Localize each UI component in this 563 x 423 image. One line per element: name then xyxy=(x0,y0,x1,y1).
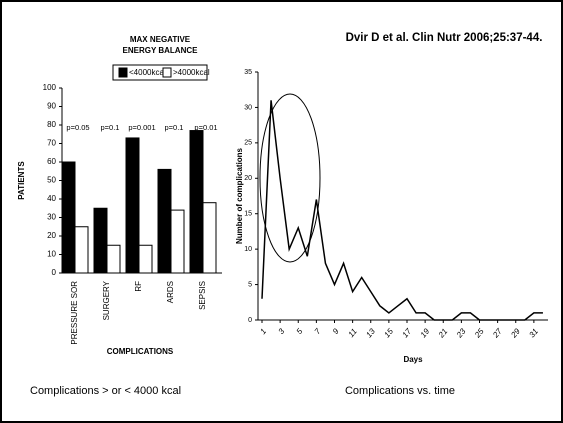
y-tick-label: 20 xyxy=(47,231,56,240)
y-tick-label: 0 xyxy=(248,317,252,324)
bar xyxy=(125,137,140,274)
y-tick-label: 10 xyxy=(47,250,56,259)
x-tick-label: 3 xyxy=(277,326,287,336)
y-tick-label: 70 xyxy=(47,139,56,148)
legend-label: <4000kcal xyxy=(129,68,166,77)
x-tick-label: 1 xyxy=(258,327,268,336)
legend-swatch xyxy=(162,67,172,78)
bar xyxy=(61,161,76,274)
legend-box xyxy=(112,64,208,81)
y-tick-label: 50 xyxy=(47,176,56,185)
data-line xyxy=(261,100,543,321)
y-tick-label: 80 xyxy=(47,120,56,129)
x-tick-label: 9 xyxy=(331,326,341,336)
y-tick-label: 30 xyxy=(47,213,56,222)
x-tick-label: ARDS xyxy=(166,281,175,303)
x-tick-label: PRESSURE SOR xyxy=(70,281,79,345)
y-tick-label: 35 xyxy=(244,69,252,76)
x-axis-label: Days xyxy=(403,355,423,364)
citation: Dvir D et al. Clin Nutr 2006;25:37-44. xyxy=(346,32,543,44)
bar xyxy=(170,209,185,274)
bar xyxy=(93,207,108,274)
y-tick-label: 60 xyxy=(47,157,56,166)
p-value: p=0.1 xyxy=(165,123,184,132)
chart-title: ENERGY BALANCE xyxy=(123,46,199,55)
bar xyxy=(138,244,153,274)
x-axis-label: COMPLICATIONS xyxy=(107,347,174,356)
bar xyxy=(157,168,172,274)
y-tick-label: 5 xyxy=(248,281,252,288)
x-tick-label: SEPSIS xyxy=(198,281,207,310)
caption: Complications > or < 4000 kcal xyxy=(30,385,181,397)
x-tick-label: 5 xyxy=(295,326,305,336)
bar xyxy=(189,130,204,274)
p-value: p=0.001 xyxy=(128,123,155,132)
p-value: p=0.1 xyxy=(101,123,120,132)
y-axis-label: PATIENTS xyxy=(17,161,26,200)
y-tick-label: 15 xyxy=(244,211,252,218)
y-tick-label: 30 xyxy=(244,104,252,111)
x-tick-label: 31 xyxy=(527,327,540,340)
chart-title: MAX NEGATIVE xyxy=(130,35,191,44)
bar xyxy=(74,226,89,274)
y-tick-label: 40 xyxy=(47,194,56,203)
bar xyxy=(106,244,121,274)
x-tick-label: RF xyxy=(134,281,143,292)
y-tick-label: 10 xyxy=(244,246,252,253)
caption: Complications vs. time xyxy=(345,385,455,397)
y-tick-label: 0 xyxy=(52,268,57,277)
y-tick-label: 90 xyxy=(47,102,56,111)
x-tick-label: 7 xyxy=(313,326,323,336)
x-tick-label: SURGERY xyxy=(102,280,111,320)
legend-label: >4000kcal xyxy=(173,68,210,77)
p-value: p=0.01 xyxy=(194,123,217,132)
legend-swatch xyxy=(118,67,128,78)
highlight-ellipse xyxy=(259,93,321,263)
y-tick-label: 20 xyxy=(244,175,252,182)
y-tick-label: 25 xyxy=(244,140,252,147)
y-tick-label: 100 xyxy=(43,83,57,92)
bar xyxy=(202,202,217,274)
y-axis-label: Number of complications xyxy=(235,147,244,244)
p-value: p=0.05 xyxy=(66,123,89,132)
